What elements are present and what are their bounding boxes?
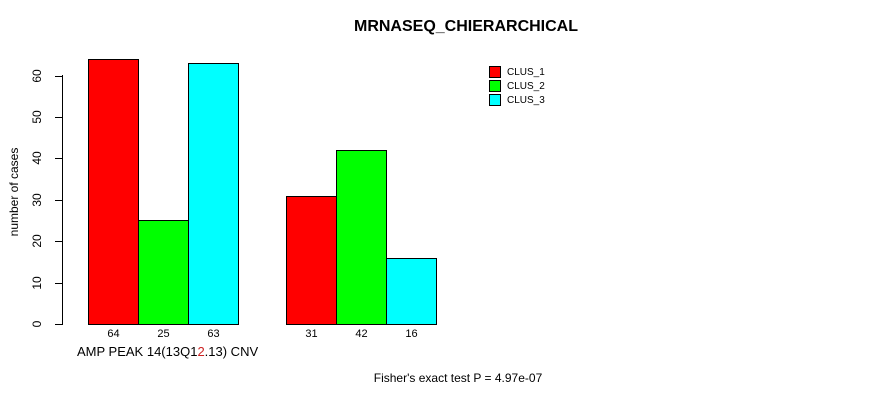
legend-label-clus_2: CLUS_2 [507, 80, 545, 92]
bar-clus_3-group2 [386, 258, 437, 325]
bar-value-clus_1-group1: 64 [107, 328, 120, 340]
y-tick-0 [55, 324, 63, 325]
bar-clus_1-group2 [286, 196, 337, 325]
y-tick-60 [55, 76, 63, 77]
legend-swatch-clus_3 [489, 94, 501, 106]
legend: CLUS_1 CLUS_2 CLUS_3 [489, 65, 545, 107]
bar-clus_3-group1 [188, 63, 239, 325]
y-tick-label-20: 20 [30, 234, 44, 248]
y-axis-label: number of cases [7, 147, 21, 237]
fisher-test-annotation: Fisher's exact test P = 4.97e-07 [373, 371, 543, 385]
chart-title: MRNASEQ_CHIERARCHICAL [353, 18, 579, 35]
bar-value-clus_1-group2: 31 [305, 328, 318, 340]
y-tick-label-60: 60 [30, 69, 44, 83]
bar-value-clus_3-group2: 16 [405, 328, 418, 340]
y-tick-label-40: 40 [30, 151, 44, 165]
y-tick-label-50: 50 [30, 110, 44, 124]
x-axis-label-highlight: 2 [197, 344, 205, 359]
y-tick-label-30: 30 [30, 193, 44, 207]
y-tick-40 [55, 158, 63, 159]
legend-swatch-clus_1 [489, 66, 501, 78]
legend-row-clus_3: CLUS_3 [489, 93, 545, 107]
x-axis-label-before: AMP PEAK 14(13Q1 [77, 344, 198, 359]
bar-clus_2-group1 [138, 220, 189, 325]
y-tick-20 [55, 241, 63, 242]
y-tick-30 [55, 200, 63, 201]
y-tick-label-10: 10 [30, 276, 44, 290]
y-tick-label-0: 0 [30, 320, 44, 328]
bar-clus_1-group1 [88, 59, 139, 325]
bar-clus_2-group2 [336, 150, 387, 325]
legend-label-clus_1: CLUS_1 [507, 66, 545, 78]
bar-value-clus_2-group2: 42 [355, 328, 368, 340]
legend-label-clus_3: CLUS_3 [507, 94, 545, 106]
x-axis-label-after: .13) CNV [204, 344, 259, 359]
legend-row-clus_2: CLUS_2 [489, 79, 545, 93]
bar-value-clus_3-group1: 63 [207, 328, 220, 340]
legend-row-clus_1: CLUS_1 [489, 65, 545, 79]
bar-value-clus_2-group1: 25 [157, 328, 170, 340]
legend-swatch-clus_2 [489, 80, 501, 92]
y-tick-50 [55, 117, 63, 118]
x-axis-label: AMP PEAK 14(13Q12.13) CNV [77, 344, 258, 359]
y-tick-10 [55, 283, 63, 284]
